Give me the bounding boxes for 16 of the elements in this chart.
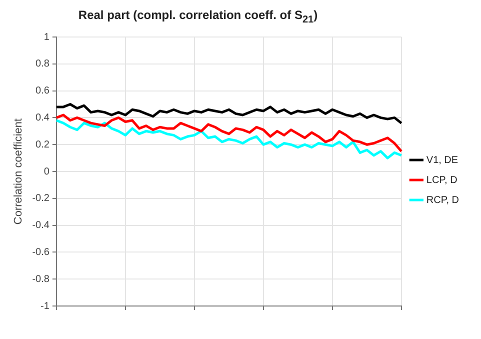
y-tick-label: -0.4 [32,220,50,232]
legend-label: LCP, D [426,174,458,186]
y-tick-label: 0.2 [36,139,50,150]
legend-label: V1, DE [426,154,458,166]
y-tick-label: 0.6 [36,86,50,97]
chart-title: Real part (compl. correlation coeff. of S$_{21}$) [77,8,319,28]
y-tick-label: 0.8 [36,58,50,70]
y-tick-label: 0 [44,166,50,178]
y-tick-label: 1 [44,32,50,43]
y-tick-label: -1 [40,300,50,312]
y-tick-label: 0.4 [36,112,50,124]
y-axis-title: Correlation coefficient [12,118,25,225]
y-tick-label: -0.6 [32,246,50,258]
legend-label: RCP, D [426,194,460,206]
y-tick-label: -0.8 [32,274,50,285]
y-tick-label: -0.2 [32,193,50,204]
